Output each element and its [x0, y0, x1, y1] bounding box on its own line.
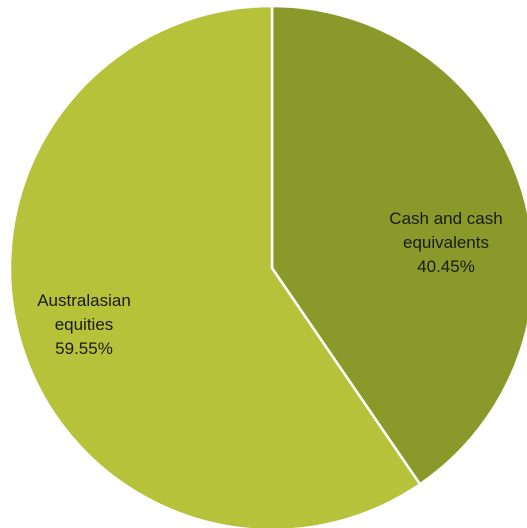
labels-layer: Cash and cash equivalents 40.45% Australasi… [37, 209, 502, 358]
pie-slice-name-line: equivalents [403, 233, 489, 252]
pie-slice-0 [270, 4, 527, 486]
slices-layer [8, 4, 527, 528]
pie-slice-label-1: Australasian equities 59.55% [37, 291, 131, 358]
pie-slice-label-0: Cash and cash equivalents 40.45% [389, 209, 502, 276]
pie-slice-value-label: 59.55% [55, 339, 113, 358]
pie-slice-name-line: Cash and cash [389, 209, 502, 228]
pie-slice-name-line: equities [55, 315, 114, 334]
pie-slice-value-label: 40.45% [417, 257, 475, 276]
pie-slice-1 [8, 4, 422, 528]
pie-slice-name-line: Australasian [37, 291, 131, 310]
